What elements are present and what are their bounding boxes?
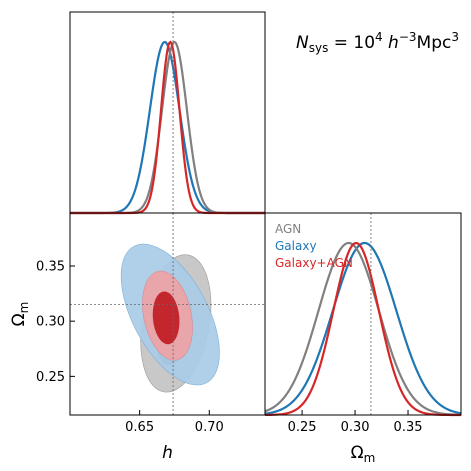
annot-exp4: 4 [375, 30, 383, 44]
frame-h-marginal [69, 11, 266, 214]
y-label-omega: Ω [9, 313, 29, 326]
legend-entry-galaxy: Galaxy [275, 239, 317, 253]
om-marginal-galaxy [264, 241, 462, 415]
annot-exp3: 3 [451, 30, 459, 44]
annot-h: h [383, 33, 399, 53]
nsys-annotation: Nsys = 104 h−3Mpc3 [296, 30, 459, 55]
y-tick-label-om: 0.30 [36, 315, 65, 330]
panel-omega-m-marginal: 0.25 0.30 0.35 AGN Galaxy Galaxy+AGN [264, 212, 462, 435]
x-tick-label-om: 0.25 [288, 420, 317, 435]
x-tick-label-h: 0.70 [195, 420, 224, 435]
ticks-2d: 0.65 0.70 0.25 0.30 0.35 [36, 259, 224, 435]
panel-2d-contours: 0.65 0.70 0.25 0.30 0.35 [36, 212, 266, 435]
annot-exp-minus3: −3 [399, 30, 417, 44]
contour-ellipses [120, 243, 220, 393]
x-label-m-subscript: m [364, 451, 376, 465]
annot-equals: = 10 [328, 33, 375, 53]
legend-entry-galaxy-agn: Galaxy+AGN [275, 256, 353, 270]
annot-n: N [296, 33, 309, 53]
panel-h-marginal [69, 11, 266, 215]
x-label-omega: Ω [351, 443, 364, 463]
x-axis-label-h: h [162, 443, 173, 463]
x-axis-label-omega-m: Ωm [351, 443, 376, 465]
x-tick-label-h: 0.65 [125, 420, 154, 435]
h-marginal-curves [70, 40, 265, 215]
y-tick-label-om: 0.25 [36, 370, 65, 385]
y-axis-label-omega-m: Ωm [9, 302, 31, 327]
frame-omega-m-marginal [264, 212, 462, 416]
x-tick-label-om: 0.30 [341, 420, 370, 435]
ticks-omega-m-marginal: 0.25 0.30 0.35 [288, 410, 423, 435]
legend: AGN Galaxy Galaxy+AGN [275, 222, 353, 270]
om-marginal-galaxy-agn [264, 241, 462, 417]
annot-sys-subscript: sys [309, 41, 329, 55]
h-marginal-agn [70, 40, 265, 215]
legend-entry-agn: AGN [275, 222, 301, 236]
annot-mpc: Mpc [417, 33, 452, 53]
y-tick-label-om: 0.35 [36, 259, 65, 274]
y-label-m-subscript: m [17, 302, 31, 314]
om-marginal-agn [264, 241, 462, 416]
x-tick-label-om: 0.35 [394, 420, 423, 435]
omega-m-marginal-curves [264, 241, 462, 417]
